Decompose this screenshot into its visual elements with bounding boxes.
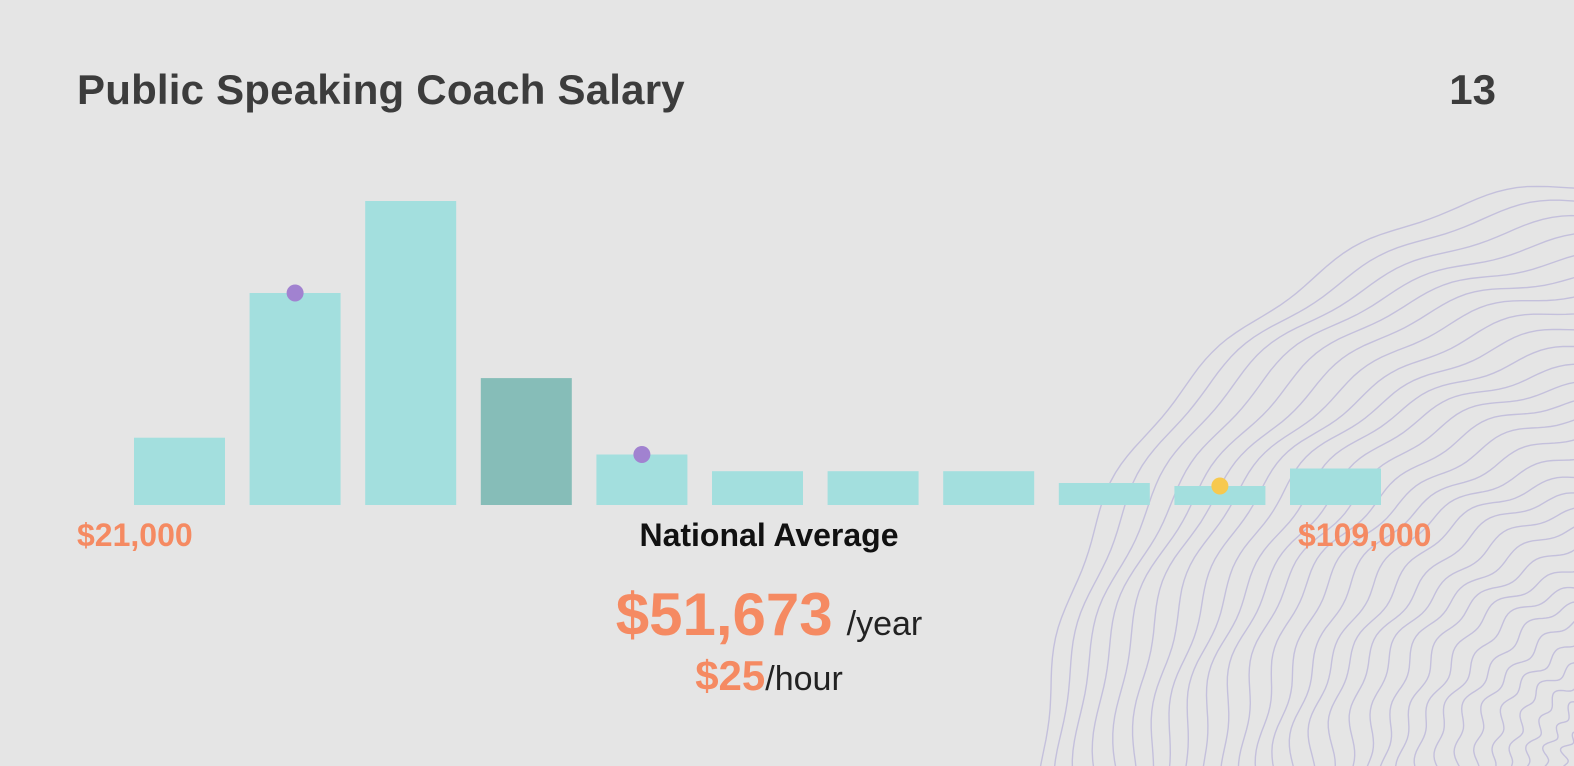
annual-salary-unit: /year [846, 605, 923, 643]
bar [249, 293, 341, 505]
annual-salary-value: $51,673 [615, 581, 833, 648]
bar-national-average [480, 378, 572, 505]
bar [712, 471, 803, 505]
page-title: Public Speaking Coach Salary [77, 66, 685, 113]
hourly-wage-value: $25 [695, 652, 766, 699]
national-average-label: National Average [639, 517, 899, 553]
bar [827, 471, 919, 505]
page-number: 13 [1449, 66, 1496, 113]
bar [1290, 468, 1381, 505]
marker-dot-yellow [1211, 477, 1229, 495]
markers [286, 284, 1229, 495]
hourly-wage-row: $25/hour [0, 652, 1538, 700]
bars [134, 201, 1381, 505]
marker-dot-purple [633, 446, 651, 463]
bar [943, 471, 1035, 505]
bar [365, 201, 457, 505]
range-max-label: $109,000 [1298, 517, 1432, 553]
bar [134, 437, 225, 505]
bar [1174, 486, 1266, 505]
bar [1058, 483, 1150, 505]
hourly-wage-unit: /hour [765, 660, 843, 698]
marker-dot-purple [286, 284, 304, 302]
annual-salary-row: $51,673/year [0, 580, 1538, 649]
range-min-label: $21,000 [77, 517, 193, 553]
